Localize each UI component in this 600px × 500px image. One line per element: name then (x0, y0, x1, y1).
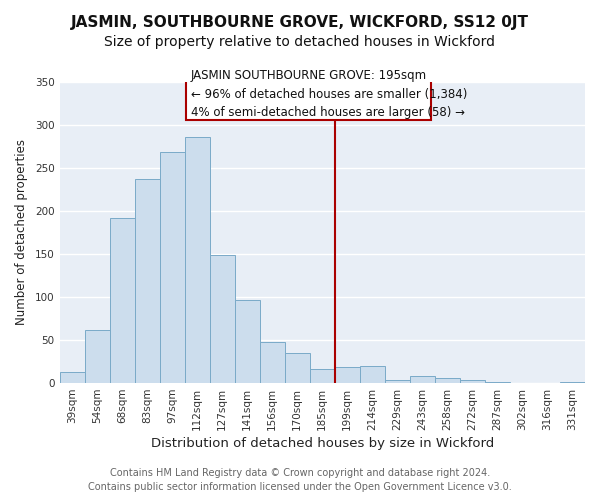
Y-axis label: Number of detached properties: Number of detached properties (15, 140, 28, 326)
Bar (310, 370, 335, 383)
Bar (160, 152, 185, 383)
Text: ← 96% of detached houses are smaller (1,384): ← 96% of detached houses are smaller (1,… (191, 88, 467, 101)
FancyBboxPatch shape (186, 62, 431, 120)
X-axis label: Distribution of detached houses by size in Wickford: Distribution of detached houses by size … (151, 437, 494, 450)
Bar (285, 353, 310, 383)
Bar (485, 382, 510, 383)
Bar (435, 378, 460, 383)
Text: Contains HM Land Registry data © Crown copyright and database right 2024.
Contai: Contains HM Land Registry data © Crown c… (88, 468, 512, 492)
Bar (85, 330, 110, 383)
Bar (460, 380, 485, 383)
Text: JASMIN, SOUTHBOURNE GROVE, WICKFORD, SS12 0JT: JASMIN, SOUTHBOURNE GROVE, WICKFORD, SS1… (71, 15, 529, 30)
Bar (185, 136, 209, 383)
Bar (385, 380, 410, 383)
Bar (410, 376, 435, 383)
Text: JASMIN SOUTHBOURNE GROVE: 195sqm: JASMIN SOUTHBOURNE GROVE: 195sqm (191, 68, 427, 82)
Bar (560, 382, 585, 383)
Bar (110, 218, 134, 383)
Bar (260, 342, 285, 383)
Bar (209, 254, 235, 383)
Bar (134, 179, 160, 383)
Text: Size of property relative to detached houses in Wickford: Size of property relative to detached ho… (104, 35, 496, 49)
Bar (235, 300, 260, 383)
Bar (59, 372, 85, 383)
Text: 4% of semi-detached houses are larger (58) →: 4% of semi-detached houses are larger (5… (191, 106, 465, 120)
Bar (335, 366, 360, 383)
Bar (360, 366, 385, 383)
